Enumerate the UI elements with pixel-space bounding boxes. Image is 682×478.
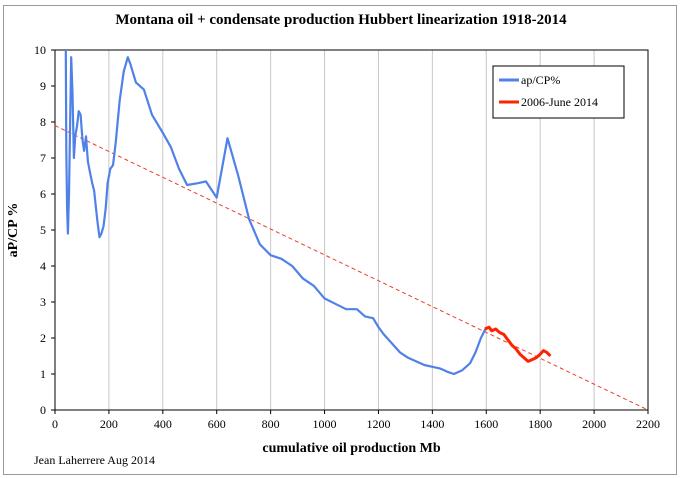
chart-title: Montana oil + condensate production Hubb… <box>115 12 567 28</box>
y-tick-label: 0 <box>40 403 46 417</box>
x-tick-label: 800 <box>262 417 280 431</box>
x-tick-label: 0 <box>52 417 58 431</box>
legend: ap/CP% 2006-June 2014 <box>492 65 625 119</box>
y-tick-label: 1 <box>40 367 46 381</box>
legend-label-1: ap/CP% <box>521 73 560 87</box>
x-tick-label: 1200 <box>366 417 390 431</box>
y-tick-label: 6 <box>40 187 46 201</box>
credit-text: Jean Laherrere Aug 2014 <box>34 453 155 467</box>
x-ticks: 0 200 400 600 800 1000 1200 1400 1600 1800 2000 220… <box>52 410 660 431</box>
x-axis-label: cumulative oil production Mb <box>262 441 440 456</box>
series-line-2 <box>484 325 552 363</box>
y-tick-label: 5 <box>40 223 46 237</box>
trend-line <box>54 125 649 411</box>
x-tick-label: 600 <box>208 417 226 431</box>
y-tick-label: 10 <box>34 43 46 57</box>
y-tick-label: 9 <box>40 79 46 93</box>
x-tick-label: 1600 <box>474 417 498 431</box>
series-group <box>64 49 552 376</box>
x-tick-label: 1800 <box>528 417 552 431</box>
y-tick-label: 3 <box>40 295 46 309</box>
y-tick-label: 8 <box>40 115 46 129</box>
grid <box>108 50 595 410</box>
legend-label-2: 2006-June 2014 <box>521 95 598 109</box>
y-tick-label: 2 <box>40 331 46 345</box>
y-tick-label: 7 <box>40 151 46 165</box>
x-tick-label: 2000 <box>582 417 606 431</box>
y-axis-label: aP/CP % <box>6 203 21 258</box>
legend-box <box>492 65 625 119</box>
x-tick-label: 1400 <box>420 417 444 431</box>
x-tick-label: 2200 <box>636 417 660 431</box>
y-tick-label: 4 <box>40 259 46 273</box>
x-tick-label: 1000 <box>313 417 337 431</box>
x-tick-label: 400 <box>154 417 172 431</box>
x-tick-label: 200 <box>100 417 118 431</box>
series-line-1 <box>64 49 488 376</box>
y-ticks: 0 1 2 3 4 5 6 7 8 9 10 <box>34 43 55 417</box>
